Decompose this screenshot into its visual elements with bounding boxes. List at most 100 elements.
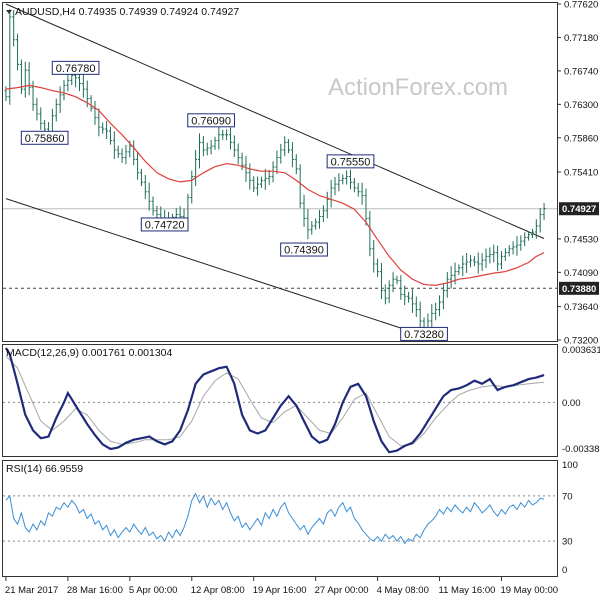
price-bar bbox=[271, 161, 275, 183]
price-bar bbox=[302, 194, 306, 227]
price-bar bbox=[81, 74, 85, 98]
price-tick-label: 0.76740 bbox=[564, 66, 598, 77]
x-tick-label: 28 Mar 16:00 bbox=[67, 585, 123, 596]
price-annotation-box bbox=[400, 326, 448, 341]
price-bar bbox=[348, 169, 352, 190]
price-bar bbox=[124, 145, 128, 165]
price-bar bbox=[306, 208, 310, 240]
watermark-text: ActionForex.com bbox=[328, 74, 508, 101]
price-tick-label: 0.75860 bbox=[564, 133, 598, 144]
price-bar bbox=[139, 168, 143, 187]
moving-average-layer bbox=[5, 84, 545, 286]
price-bar bbox=[101, 122, 105, 134]
price-bar bbox=[395, 275, 399, 285]
x-tick-label: 11 May 16:00 bbox=[439, 585, 496, 596]
price-tick-label: 0.74530 bbox=[564, 234, 598, 245]
price-bar bbox=[23, 61, 27, 98]
price-bar bbox=[364, 188, 368, 226]
price-bar bbox=[105, 120, 109, 140]
price-annotation: 0.74720 bbox=[140, 217, 189, 232]
watermark-layer: ActionForex.com bbox=[328, 74, 508, 101]
rsi-layer: 100 70 30 0 bbox=[3, 460, 578, 576]
rsi-tick-label: 30 bbox=[562, 537, 573, 548]
price-bar bbox=[205, 142, 209, 156]
price-bar bbox=[519, 235, 523, 251]
price-bar bbox=[325, 191, 329, 219]
price-bar bbox=[225, 129, 229, 141]
price-annotation: 0.75860 bbox=[20, 130, 69, 145]
price-bar bbox=[534, 219, 538, 239]
price-bar bbox=[244, 155, 248, 182]
price-bar bbox=[414, 296, 418, 317]
price-bar bbox=[511, 241, 515, 255]
rsi-tick-label: 100 bbox=[562, 460, 578, 471]
price-bar bbox=[356, 183, 360, 197]
price-bar bbox=[252, 176, 256, 193]
header-text: AUDUSD,H4 0.74935 0.74939 0.74924 0.7492… bbox=[15, 6, 239, 18]
channel-lower-line bbox=[5, 198, 429, 338]
price-bar bbox=[345, 170, 349, 185]
price-bar bbox=[232, 135, 236, 157]
x-axis-layer: 21 Mar 2017 28 Mar 16:00 5 Apr 00:00 12 Apr… bbox=[5, 577, 558, 596]
price-bar bbox=[198, 133, 202, 169]
price-bar bbox=[403, 285, 407, 306]
header-high: 0.74939 bbox=[120, 6, 158, 18]
price-annotation-box bbox=[280, 242, 328, 257]
x-tick-label: 12 Apr 08:00 bbox=[191, 585, 245, 596]
price-bar bbox=[457, 264, 461, 275]
price-bar bbox=[492, 244, 496, 263]
rsi-tick-label: 70 bbox=[562, 491, 573, 502]
price-bar bbox=[321, 205, 325, 223]
price-tick-label: 0.73200 bbox=[564, 336, 598, 347]
macd-tick-label: 0.003631 bbox=[562, 345, 600, 356]
price-bar bbox=[438, 295, 442, 317]
price-bar bbox=[240, 152, 244, 171]
price-bar bbox=[383, 284, 387, 305]
price-bar bbox=[267, 169, 271, 186]
macd-panel-frame bbox=[2, 344, 558, 457]
price-bar bbox=[465, 253, 469, 273]
price-bar bbox=[97, 108, 101, 137]
price-bar bbox=[275, 150, 279, 175]
price-bar bbox=[16, 33, 20, 71]
price-bar bbox=[352, 177, 356, 193]
x-tick-label: 19 Apr 16:00 bbox=[253, 585, 307, 596]
support-price-label: 0.73880 bbox=[562, 284, 596, 295]
rsi-line bbox=[5, 492, 545, 545]
price-annotation-label: 0.75550 bbox=[331, 156, 371, 168]
x-tick-label: 21 Mar 2017 bbox=[5, 585, 58, 596]
price-bar bbox=[35, 97, 39, 121]
price-bar bbox=[318, 209, 322, 229]
macd-tick-label: 0.00 bbox=[562, 398, 581, 409]
macd-line bbox=[4, 347, 545, 454]
price-bar bbox=[503, 248, 507, 261]
price-bar bbox=[298, 164, 302, 208]
price-bar bbox=[143, 174, 147, 200]
price-bar bbox=[89, 95, 93, 112]
price-bar bbox=[530, 228, 534, 239]
price-bar bbox=[480, 253, 484, 271]
price-annotation-label: 0.74720 bbox=[145, 219, 185, 231]
moving-average-line bbox=[5, 84, 545, 286]
price-annotation-box bbox=[326, 154, 375, 169]
price-bar bbox=[209, 139, 213, 155]
price-bar bbox=[256, 176, 260, 196]
price-annotation-label: 0.76780 bbox=[56, 63, 96, 75]
price-annotation-box bbox=[187, 113, 235, 128]
price-tick-label: 0.77180 bbox=[564, 33, 598, 44]
price-bar bbox=[488, 247, 492, 264]
price-annotation: 0.75550 bbox=[326, 154, 375, 169]
rsi-panel-frame bbox=[2, 460, 558, 577]
annotations-layer: 0.76780 0.75860 0.76090 0.74720 0.75550 0.743… bbox=[20, 60, 448, 341]
price-tick-label: 0.75410 bbox=[564, 168, 598, 179]
price-bar bbox=[12, 10, 16, 47]
channel-layer bbox=[5, 3, 545, 338]
price-bar bbox=[43, 120, 47, 133]
price-bar bbox=[337, 173, 341, 192]
price-bar bbox=[523, 232, 527, 247]
rsi-tick-label: 0 bbox=[562, 565, 567, 576]
header-close: 0.74927 bbox=[201, 6, 239, 18]
price-bar bbox=[248, 163, 252, 190]
